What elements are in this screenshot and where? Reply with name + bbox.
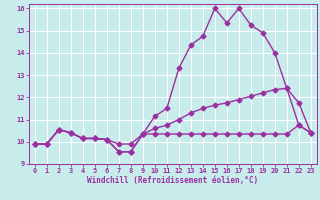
X-axis label: Windchill (Refroidissement éolien,°C): Windchill (Refroidissement éolien,°C) [87,176,258,185]
